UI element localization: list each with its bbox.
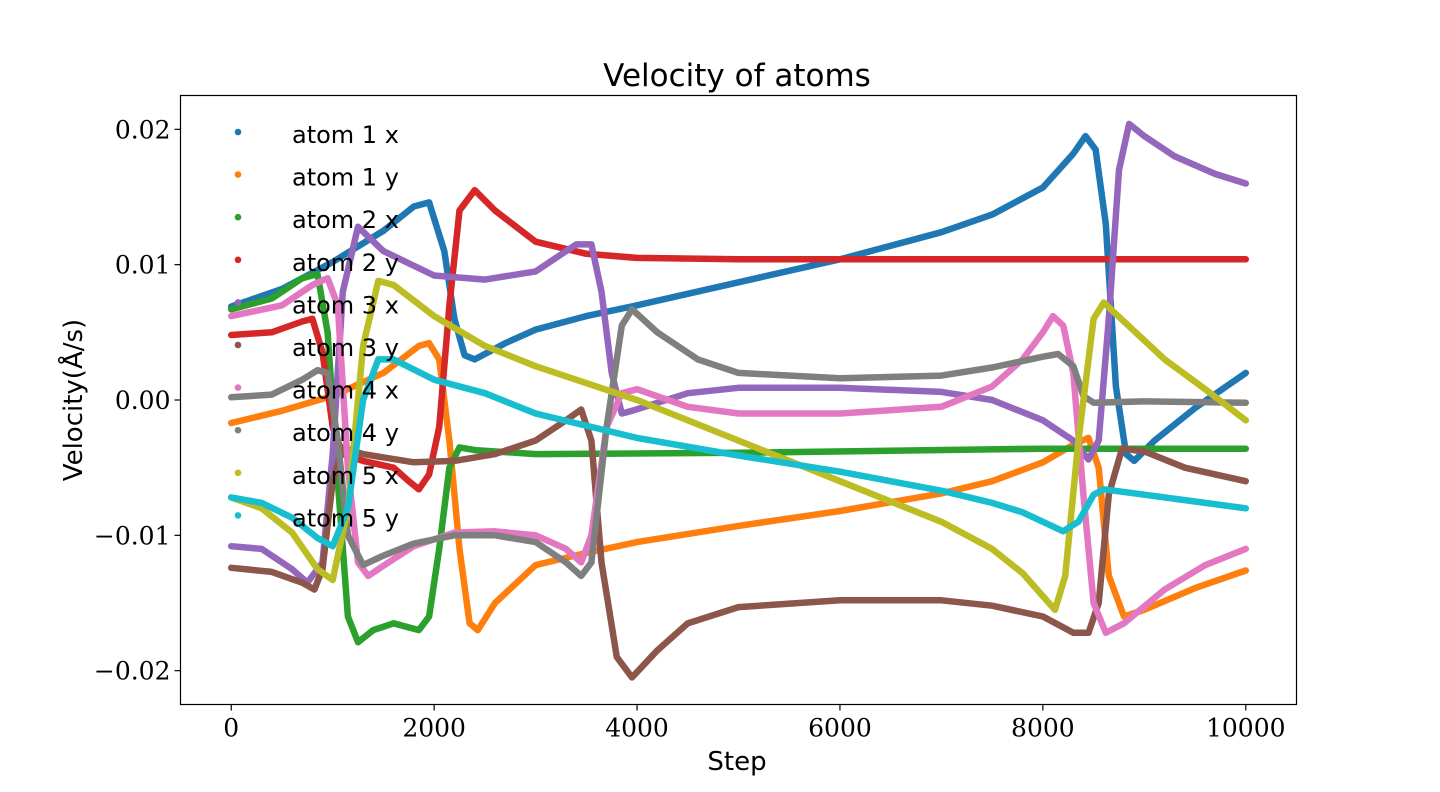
legend-label: atom 4 x [292,377,399,405]
x-tick-label: 6000 [808,714,872,743]
series-line-8 [227,306,1250,580]
series-line-1 [227,132,1250,465]
y-tick-label: −0.02 [94,657,171,686]
legend-label: atom 2 y [292,249,399,277]
y-tick-label: 0.00 [115,386,171,415]
legend-label: atom 5 x [292,462,399,490]
legend-marker [234,128,242,136]
x-tick-label: 0 [223,714,239,743]
legend-marker [234,426,242,434]
legend-marker [234,384,242,391]
legend-marker [234,213,242,221]
y-axis-label: Velocity(Å/s) [57,319,89,481]
series-line-5 [227,120,1250,586]
series-line-10 [227,356,1250,550]
legend-label: atom 3 y [292,334,399,362]
x-axis-label: Step [707,747,766,777]
legend-label: atom 2 x [292,206,399,234]
legend-label: atom 5 y [292,504,399,532]
y-tick-label: 0.01 [115,251,171,280]
legend: atom 1 x atom 1 y atom 2 x atom 2 y atom 3 x… [234,121,399,532]
x-tick-label: 2000 [402,714,466,743]
y-axis: 0.02 0.01 0.00 −0.01 −0.02 [94,115,181,686]
legend-label: atom 4 y [292,419,399,447]
legend-label: atom 1 x [292,121,399,149]
chart-title: Velocity of atoms [603,58,871,94]
legend-label: atom 3 x [292,291,399,319]
legend-marker [234,171,242,178]
x-tick-label: 8000 [1011,714,1075,743]
series-layer [227,120,1250,681]
legend-label: atom 1 y [292,164,399,192]
legend-marker [234,469,242,477]
x-tick-label: 10000 [1206,714,1286,743]
x-tick-label: 4000 [605,714,669,743]
legend-marker [234,299,242,306]
y-tick-label: 0.02 [115,115,171,144]
legend-marker [234,512,242,519]
x-axis: 0 2000 4000 6000 8000 10000 [223,704,1286,743]
legend-marker [234,256,242,264]
series-line-4 [227,186,1250,493]
y-tick-label: −0.01 [94,521,171,550]
legend-marker [234,341,242,349]
